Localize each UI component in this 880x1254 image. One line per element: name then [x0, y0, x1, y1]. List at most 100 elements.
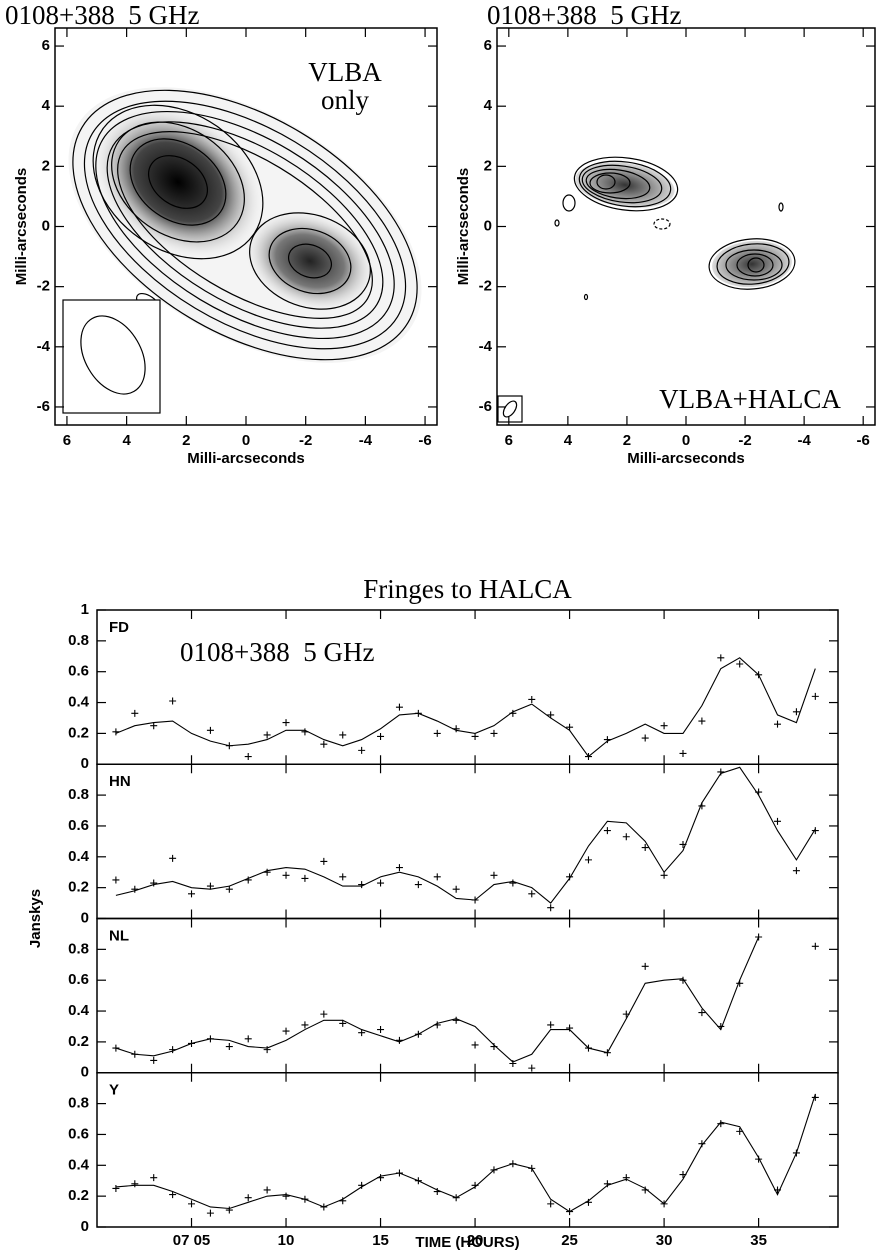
data-point — [604, 1049, 611, 1056]
data-point — [169, 855, 176, 862]
data-point — [169, 698, 176, 705]
annotation: 0108+388 5 GHz — [180, 637, 374, 667]
data-point — [812, 943, 819, 950]
data-point — [717, 1120, 724, 1127]
y-tick-label: 0 — [81, 1218, 89, 1235]
data-point — [150, 1057, 157, 1064]
data-point — [301, 728, 308, 735]
y-tick-label: 0.6 — [68, 1125, 89, 1142]
x-tick-label: 25 — [561, 1232, 578, 1249]
y-tick-label: 0 — [484, 217, 492, 234]
x-tick-label: 10 — [278, 1232, 295, 1249]
x-tick-label: 4 — [564, 432, 573, 449]
x-tick-label: 4 — [122, 432, 131, 449]
data-point — [112, 876, 119, 883]
data-point — [283, 1028, 290, 1035]
data-point — [736, 1128, 743, 1135]
x-tick-label: -2 — [299, 432, 312, 449]
x-tick-label: 15 — [372, 1232, 389, 1249]
model-line — [116, 658, 815, 757]
data-point — [188, 890, 195, 897]
panel-label: NL — [109, 927, 129, 944]
data-point — [377, 733, 384, 740]
data-point — [264, 731, 271, 738]
data-point — [339, 731, 346, 738]
data-point — [755, 789, 762, 796]
x-tick-label: -4 — [359, 432, 373, 449]
x-tick-label: 30 — [656, 1232, 673, 1249]
data-point — [339, 1197, 346, 1204]
data-point — [509, 1160, 516, 1167]
y-tick-label: 0.2 — [68, 1033, 89, 1050]
data-point — [377, 1026, 384, 1033]
y-tick-label: 0.2 — [68, 724, 89, 741]
x-tick-label: -6 — [418, 432, 431, 449]
data-point — [358, 1182, 365, 1189]
y-tick-label: 0.8 — [68, 940, 89, 957]
x-tick-label: -6 — [857, 432, 870, 449]
data-point — [396, 1170, 403, 1177]
data-point — [547, 1021, 554, 1028]
model-line — [116, 937, 759, 1062]
data-point — [604, 1180, 611, 1187]
y-tick-label: 0.8 — [68, 1095, 89, 1112]
y-tick-label: 0.2 — [68, 1187, 89, 1204]
data-point — [661, 722, 668, 729]
y-axis-label: Milli-arcseconds — [455, 168, 472, 286]
x-tick-label: 0 — [242, 432, 250, 449]
data-point — [207, 1035, 214, 1042]
panel-frame — [97, 1073, 838, 1227]
y-tick-label: 0.6 — [68, 817, 89, 834]
data-point — [566, 724, 573, 731]
data-point — [642, 735, 649, 742]
x-tick-label: 2 — [182, 432, 190, 449]
data-point — [717, 654, 724, 661]
data-point — [150, 1174, 157, 1181]
data-point — [320, 1011, 327, 1018]
y-tick-label: -6 — [479, 398, 492, 415]
data-point — [793, 1149, 800, 1156]
panel-label: FD — [109, 619, 129, 636]
y-tick-label: 2 — [42, 157, 50, 174]
data-point — [566, 1025, 573, 1032]
data-point — [642, 963, 649, 970]
data-point — [453, 1194, 460, 1201]
panel-frame — [97, 764, 838, 918]
y-tick-label: 0 — [81, 755, 89, 772]
data-point — [585, 856, 592, 863]
annotation: VLBA+HALCA — [659, 384, 841, 414]
y-tick-label: 0.8 — [68, 786, 89, 803]
data-point — [755, 934, 762, 941]
data-point — [698, 1140, 705, 1147]
y-axis-label: Milli-arcseconds — [13, 168, 30, 286]
data-point — [226, 742, 233, 749]
data-point — [245, 1035, 252, 1042]
data-point — [434, 873, 441, 880]
data-point — [812, 1094, 819, 1101]
data-point — [415, 710, 422, 717]
data-point — [264, 1186, 271, 1193]
x-axis-label: Milli-arcseconds — [627, 450, 745, 467]
data-point — [736, 660, 743, 667]
y-tick-label: 4 — [42, 97, 51, 114]
data-point — [112, 1045, 119, 1052]
y-tick-label: -6 — [37, 398, 50, 415]
y-tick-label: 0.8 — [68, 632, 89, 649]
data-point — [131, 1051, 138, 1058]
y-tick-label: 6 — [42, 37, 50, 54]
annotation: only — [321, 85, 370, 115]
data-point — [112, 1185, 119, 1192]
data-point — [528, 1065, 535, 1072]
data-point — [301, 875, 308, 882]
x-tick-label: 20 — [467, 1232, 484, 1249]
data-point — [396, 704, 403, 711]
y-axis-label: Janskys — [27, 889, 44, 948]
data-point — [283, 719, 290, 726]
data-point — [188, 1040, 195, 1047]
data-point — [283, 872, 290, 879]
data-point — [774, 818, 781, 825]
data-point — [301, 1021, 308, 1028]
annotation: VLBA — [308, 57, 382, 87]
data-point — [528, 890, 535, 897]
data-point — [339, 873, 346, 880]
